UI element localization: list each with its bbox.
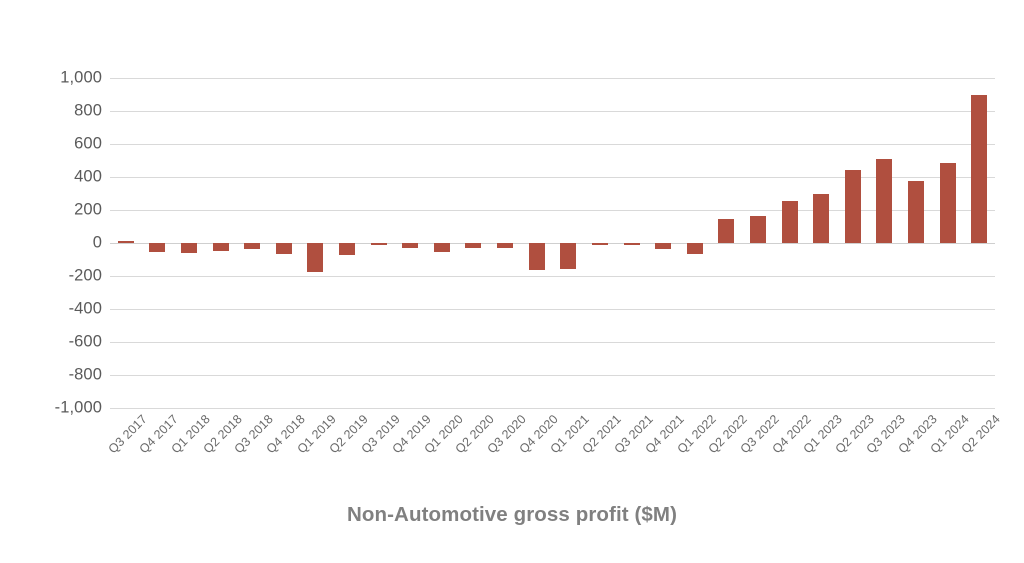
bar <box>939 163 956 243</box>
y-axis-tick-label: 600 <box>74 134 102 153</box>
bar <box>307 243 324 273</box>
bar <box>181 243 198 253</box>
gridline <box>110 342 995 343</box>
bar <box>339 243 356 256</box>
y-axis-tick-label: 0 <box>92 233 102 252</box>
bar <box>149 243 166 252</box>
bar <box>528 243 545 271</box>
bar <box>212 243 229 252</box>
y-axis-tick-label: -1,000 <box>54 398 102 417</box>
bar <box>907 181 924 243</box>
bar <box>876 158 893 243</box>
y-axis-tick-label: -400 <box>68 299 102 318</box>
bar <box>591 243 608 245</box>
gridline <box>110 111 995 112</box>
bar <box>560 243 577 269</box>
y-axis-tick-label: -600 <box>68 332 102 351</box>
gridline <box>110 210 995 211</box>
y-axis-tick-label: -800 <box>68 365 102 384</box>
y-axis-tick-label: 1,000 <box>60 68 102 87</box>
plot-area <box>110 78 995 409</box>
x-axis: Q3 2017 Q4 2017 Q1 2018 Q2 2018 Q3 2018 Q4 20… <box>105 412 1003 492</box>
y-axis-tick-label: -200 <box>68 266 102 285</box>
bar <box>813 193 830 243</box>
bar <box>497 243 514 248</box>
bar <box>402 243 419 248</box>
bar <box>433 243 450 253</box>
bar <box>655 243 672 249</box>
y-axis: 1,000 800 600 400 200 0 -200 -400 -600 -800 -1,000 <box>8 69 102 417</box>
gridline <box>110 78 995 79</box>
gridline <box>110 144 995 145</box>
gridline <box>110 276 995 277</box>
bar <box>117 240 134 243</box>
bar <box>275 243 292 255</box>
bar <box>718 218 735 243</box>
bar <box>781 201 798 243</box>
bar <box>844 169 861 243</box>
y-axis-tick-label: 200 <box>74 200 102 219</box>
gridline <box>110 177 995 178</box>
bar <box>370 243 387 246</box>
y-axis-tick-label: 800 <box>74 101 102 120</box>
gridline <box>110 243 995 244</box>
bar <box>749 215 766 243</box>
bar <box>971 94 988 243</box>
gridline <box>110 375 995 376</box>
bar-series <box>110 78 995 408</box>
bar <box>623 243 640 245</box>
chart-title: Non-Automotive gross profit ($M) <box>346 503 678 526</box>
y-axis-tick-label: 400 <box>74 167 102 186</box>
bar <box>686 243 703 254</box>
bar <box>465 243 482 248</box>
gridline <box>110 408 995 409</box>
gridline <box>110 309 995 310</box>
bar <box>244 243 261 249</box>
